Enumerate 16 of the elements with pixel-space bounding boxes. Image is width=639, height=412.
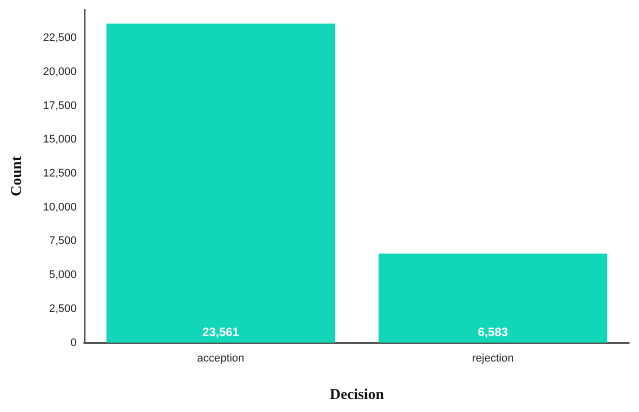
y-tick-label: 0: [70, 336, 77, 349]
y-tick-label: 22,500: [42, 32, 77, 44]
y-tick-label: 5,000: [49, 269, 77, 282]
x-tick-label: acception: [197, 352, 244, 364]
y-tick-label: 7,500: [49, 235, 77, 248]
data-label: 6,583: [478, 325, 508, 340]
y-tick-label: 2,500: [49, 302, 77, 315]
data-label: 23,561: [202, 325, 240, 340]
y-tick-label: 15,000: [42, 134, 77, 146]
y-tick-label: 20,000: [42, 66, 77, 78]
y-tick-label: 17,500: [42, 100, 77, 112]
x-axis-title: Decision: [330, 386, 385, 403]
y-axis-title: Count: [8, 156, 25, 196]
x-tick-label: rejection: [472, 352, 514, 364]
y-tick-label: 10,000: [42, 201, 77, 214]
y-tick-label: 12,500: [42, 168, 77, 180]
